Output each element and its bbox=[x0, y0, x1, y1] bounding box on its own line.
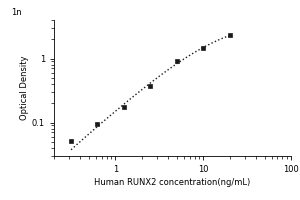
Y-axis label: Optical Density: Optical Density bbox=[20, 56, 29, 120]
X-axis label: Human RUNX2 concentration(ng/mL): Human RUNX2 concentration(ng/mL) bbox=[94, 178, 250, 187]
Text: 1n: 1n bbox=[11, 8, 22, 17]
